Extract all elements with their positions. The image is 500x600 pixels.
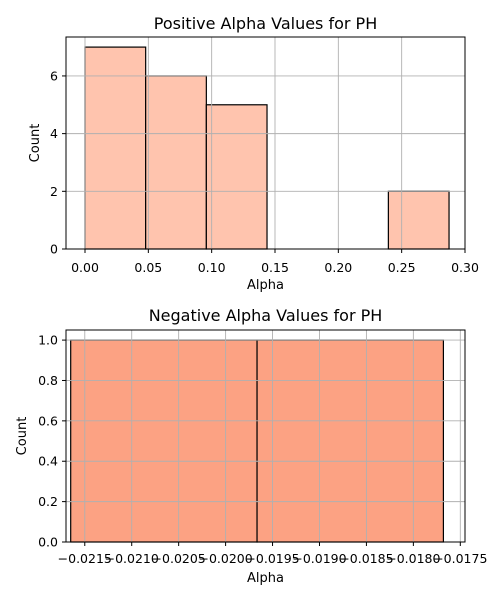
chart-title: Negative Alpha Values for PH [149,306,383,325]
y-tick-label: 0.4 [38,454,58,469]
y-tick-label: 2 [50,184,58,199]
x-tick-label: 0.20 [324,260,352,275]
y-tick-label: 0 [50,242,58,257]
histogram-bar [256,339,445,543]
histogram-bar [387,190,450,250]
y-tick-label: 4 [50,126,58,141]
histogram-bar [205,104,268,250]
x-tick-label: −0.0210 [105,551,159,566]
y-axis-label: Count [28,124,43,163]
y-tick-label: 0.8 [38,373,58,388]
y-tick-label: 0.6 [38,413,58,428]
x-tick-label: 0.25 [388,260,416,275]
y-axis-label: Count [15,417,30,456]
y-tick-label: 1.0 [38,333,58,348]
x-tick-label: 0.15 [261,260,289,275]
x-tick-label: 0.10 [198,260,226,275]
x-tick-label: −0.0180 [386,551,440,566]
x-tick-label: −0.0175 [433,551,487,566]
x-tick-label: 0.30 [451,260,479,275]
negative-alpha-panel: −0.0215−0.0210−0.0205−0.0200−0.0195−0.01… [15,306,487,586]
y-tick-label: 0.2 [38,494,58,509]
chart-title: Positive Alpha Values for PH [154,14,377,33]
x-tick-label: −0.0215 [58,551,112,566]
x-tick-label: −0.0190 [292,551,346,566]
histogram-bar [145,75,207,250]
positive-alpha-panel: 0.00 0.05 0.10 0.15 0.20 0.25 0.30 0 2 4 6 Positive… [28,14,479,293]
x-axis-label: Alpha [247,278,284,293]
y-tick-label: 6 [50,68,58,83]
x-axis-label: Alpha [247,571,284,586]
y-tick-label: 0.0 [38,535,58,550]
x-tick-label: −0.0200 [198,551,252,566]
axes-frame [65,329,466,543]
histogram-bar [84,46,147,250]
axes-frame [65,36,466,250]
x-tick-label: −0.0195 [245,551,299,566]
x-tick-label: −0.0205 [152,551,206,566]
x-tick-label: −0.0185 [339,551,393,566]
x-tick-label: 0.00 [71,260,99,275]
x-tick-label: 0.05 [134,260,162,275]
histogram-bar [70,339,258,543]
